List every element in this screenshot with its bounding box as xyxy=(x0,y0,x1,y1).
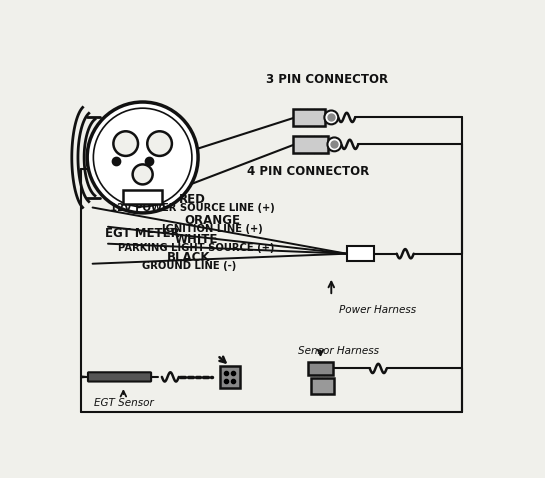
Text: EGT METER: EGT METER xyxy=(105,227,180,240)
FancyBboxPatch shape xyxy=(123,190,162,204)
FancyBboxPatch shape xyxy=(220,366,240,388)
FancyBboxPatch shape xyxy=(293,109,325,126)
Text: GROUND LINE (-): GROUND LINE (-) xyxy=(142,261,236,271)
Text: EGT Sensor: EGT Sensor xyxy=(94,399,153,409)
Polygon shape xyxy=(81,376,89,378)
Circle shape xyxy=(328,138,341,152)
Text: Power Harness: Power Harness xyxy=(339,305,416,315)
Circle shape xyxy=(324,110,338,124)
Text: PARKING LIGHT SOURCE (+): PARKING LIGHT SOURCE (+) xyxy=(118,243,275,253)
Text: RED: RED xyxy=(179,193,206,206)
FancyBboxPatch shape xyxy=(311,379,335,394)
Circle shape xyxy=(113,131,138,156)
Text: WHITE: WHITE xyxy=(175,233,218,246)
Circle shape xyxy=(147,131,172,156)
Circle shape xyxy=(87,102,198,213)
FancyBboxPatch shape xyxy=(293,136,328,153)
FancyBboxPatch shape xyxy=(347,246,374,261)
Text: 4 PIN CONNECTOR: 4 PIN CONNECTOR xyxy=(247,165,370,178)
FancyBboxPatch shape xyxy=(308,361,333,375)
Text: Sensor Harness: Sensor Harness xyxy=(299,346,379,356)
Text: 3 PIN CONNECTOR: 3 PIN CONNECTOR xyxy=(267,73,389,86)
Text: 12V POWER SOURCE LINE (+): 12V POWER SOURCE LINE (+) xyxy=(110,203,275,213)
FancyBboxPatch shape xyxy=(88,372,151,381)
Text: ORANGE: ORANGE xyxy=(184,214,240,227)
Text: IGNITION LINE (+): IGNITION LINE (+) xyxy=(161,224,262,234)
Text: BLACK: BLACK xyxy=(167,251,210,264)
Circle shape xyxy=(132,164,153,185)
